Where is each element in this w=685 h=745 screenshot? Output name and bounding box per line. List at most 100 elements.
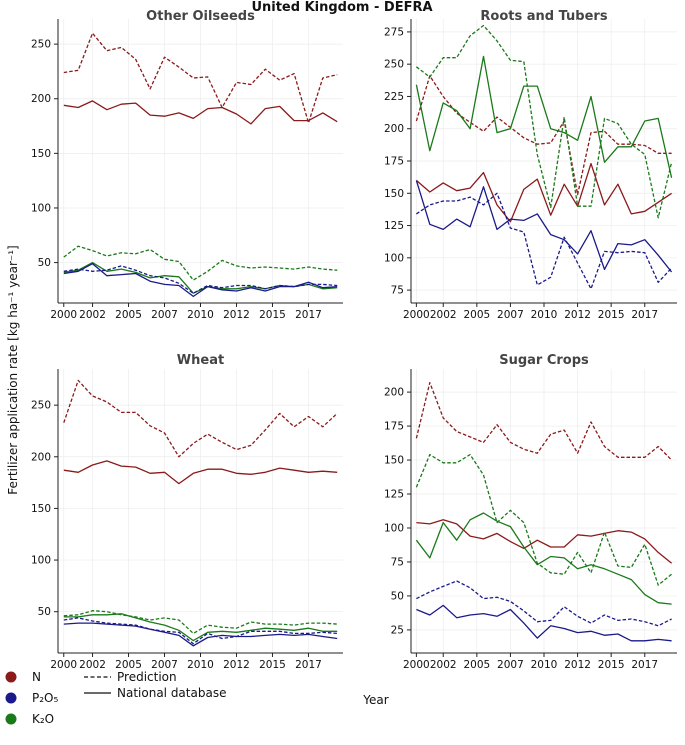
y-tick-label: 25: [391, 624, 404, 636]
y-tick-label: 200: [384, 123, 404, 135]
y-tick-label: 50: [38, 257, 51, 269]
x-tick-label: 2012: [223, 659, 250, 671]
y-tick-label: 100: [384, 252, 404, 264]
x-tick-label: 2012: [223, 309, 250, 321]
x-tick-label: 2005: [463, 659, 490, 671]
x-tick-label: 2015: [259, 309, 286, 321]
y-tick-label: 100: [31, 202, 51, 214]
x-tick-label: 2015: [598, 309, 625, 321]
x-tick-label: 2007: [151, 659, 178, 671]
series-line-n-solid: [415, 162, 672, 223]
y-tick-label: 100: [31, 555, 51, 567]
x-tick-label: 2017: [295, 309, 322, 321]
y-tick-label: 250: [31, 400, 51, 412]
x-tick-label: 2017: [631, 659, 658, 671]
y-tick-label: 100: [384, 522, 404, 534]
x-axis-label: Year: [362, 693, 388, 707]
series-line-k2o-dashed: [416, 24, 673, 219]
y-tick-label: 200: [31, 451, 51, 463]
x-tick-label: 2012: [564, 309, 591, 321]
legend-marker-k2o: [5, 713, 17, 725]
y-tick-label: 225: [384, 91, 404, 103]
series-line-n-dashed: [63, 379, 338, 458]
x-tick-label: 2000: [403, 309, 430, 321]
x-tick-label: 2010: [187, 309, 214, 321]
panel-title-sugar-crops: Sugar Crops: [499, 353, 589, 368]
y-tick-label: 150: [31, 148, 51, 160]
y-tick-label: 200: [384, 387, 404, 399]
series-line-n-dashed: [63, 32, 338, 124]
x-tick-label: 2005: [115, 659, 142, 671]
legend-label-p2o5: P₂O₅: [32, 691, 58, 705]
series-line-n-solid: [63, 460, 338, 485]
series-line-p2o5-solid: [63, 263, 338, 298]
x-tick-label: 2010: [187, 659, 214, 671]
y-tick-label: 250: [384, 59, 404, 71]
figure-title: United Kingdom - DEFRA: [251, 0, 432, 15]
legend: N P₂O₅ K₂O Prediction National database: [5, 670, 226, 726]
y-tick-label: 75: [391, 285, 404, 297]
legend-marker-n: [5, 671, 17, 683]
x-tick-label: 2002: [430, 659, 457, 671]
y-tick-label: 75: [391, 556, 404, 568]
series-line-k2o-dashed: [415, 453, 673, 586]
x-tick-label: 2005: [463, 309, 490, 321]
legend-label-national-database: National database: [117, 686, 226, 700]
x-tick-label: 2000: [50, 659, 77, 671]
series-line-p2o5-dashed: [416, 580, 672, 627]
series-line-p2o5-dashed: [416, 192, 673, 290]
legend-marker-p2o5: [5, 692, 17, 704]
panel-title-wheat: Wheat: [177, 353, 224, 368]
x-tick-label: 2015: [259, 659, 286, 671]
x-tick-label: 2017: [295, 659, 322, 671]
panel-sugar-crops: Sugar Crops 25 50 75 100 125 150 175 200 2000 2002…: [384, 353, 677, 671]
x-tick-label: 2002: [79, 309, 106, 321]
panel-wheat: Wheat 50 100 150 200 250 2000 2002 2005 2007 2010 2…: [31, 353, 343, 671]
series-line-k2o-solid: [415, 55, 673, 178]
y-tick-label: 150: [384, 188, 404, 200]
panel-roots-and-tubers: Roots and Tubers 75 100 125 150 175 200 225 250 2…: [384, 9, 677, 321]
x-tick-label: 2010: [531, 659, 558, 671]
x-tick-label: 2007: [497, 659, 524, 671]
x-tick-label: 2000: [50, 309, 77, 321]
series-line-p2o5-solid: [416, 604, 672, 642]
x-tick-label: 2007: [497, 309, 524, 321]
panel-other-oilseeds: Other Oilseeds 50 100 150 200 250 2000 2002 2005…: [31, 9, 343, 321]
y-tick-label: 175: [384, 421, 404, 433]
x-tick-label: 2012: [564, 659, 591, 671]
x-tick-label: 2010: [531, 309, 558, 321]
y-tick-label: 150: [31, 503, 51, 515]
y-tick-label: 250: [31, 39, 51, 51]
series-line-k2o-solid: [415, 512, 672, 605]
x-tick-label: 2007: [151, 309, 178, 321]
y-tick-label: 125: [384, 489, 404, 501]
y-axis-label: Fertilizer application rate [kg ha⁻¹ yea…: [6, 245, 20, 494]
x-tick-label: 2005: [115, 309, 142, 321]
series-line-k2o-dashed: [63, 610, 338, 635]
legend-label-k2o: K₂O: [32, 712, 54, 726]
y-tick-label: 200: [31, 93, 51, 105]
series-line-p2o5-solid: [415, 180, 673, 273]
series-line-n-solid: [416, 519, 673, 564]
y-tick-label: 275: [384, 26, 404, 38]
series-line-k2o-solid: [63, 613, 338, 642]
y-tick-label: 50: [391, 590, 404, 602]
series-line-n-solid: [63, 100, 338, 125]
x-tick-label: 2002: [430, 309, 457, 321]
y-tick-label: 175: [384, 156, 404, 168]
y-tick-label: 150: [384, 455, 404, 467]
panel-title-roots-and-tubers: Roots and Tubers: [480, 9, 607, 24]
series-line-p2o5-solid: [63, 622, 338, 647]
series-line-p2o5-dashed: [63, 617, 338, 645]
y-tick-label: 50: [38, 606, 51, 618]
series-line-n-dashed: [415, 381, 673, 461]
x-tick-label: 2000: [403, 659, 430, 671]
x-tick-label: 2017: [631, 309, 658, 321]
legend-label-n: N: [32, 670, 41, 684]
x-tick-label: 2002: [79, 659, 106, 671]
x-tick-label: 2015: [598, 659, 625, 671]
panel-title-other-oilseeds: Other Oilseeds: [146, 9, 255, 24]
y-tick-label: 125: [384, 220, 404, 232]
